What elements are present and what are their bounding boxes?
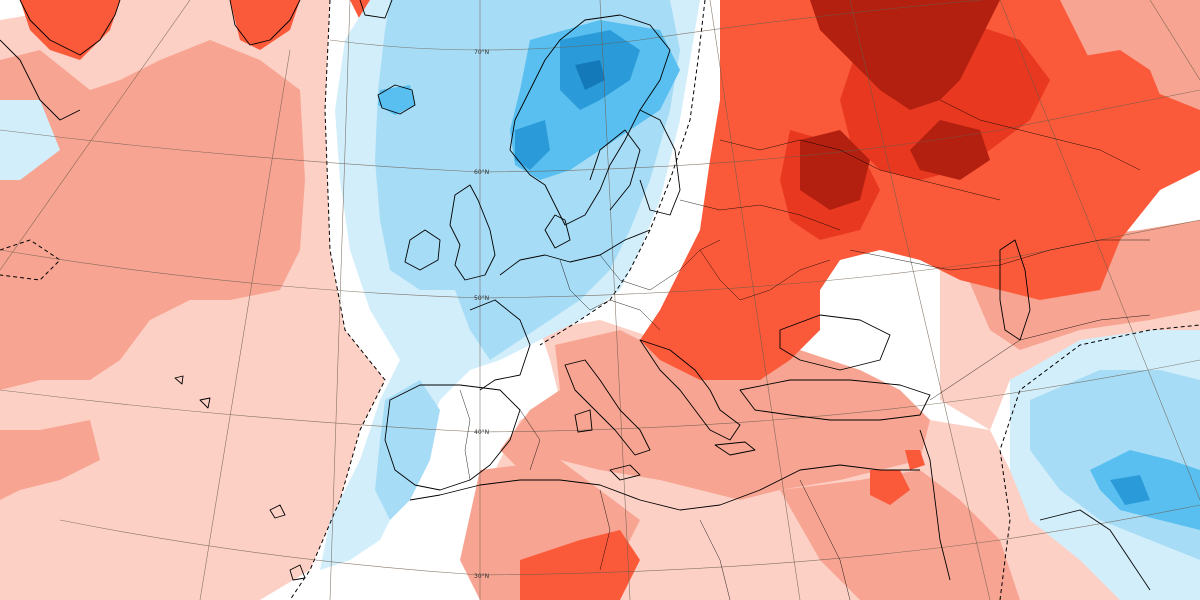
country-borders [459, 99, 1151, 600]
lat-label-40: 40°N [474, 429, 489, 436]
latitude-labels: 70°N 60°N 50°N 40°N 30°N [474, 49, 489, 580]
warm-anomaly-strong [20, 0, 1200, 600]
lat-label-70: 70°N [474, 49, 489, 56]
cool-anomaly-extreme [575, 60, 605, 90]
lat-label-60: 60°N [474, 169, 489, 176]
lat-label-30: 30°N [474, 573, 489, 580]
lat-label-50: 50°N [474, 295, 489, 302]
coastlines [0, 0, 1151, 591]
warm-anomaly-extreme [800, 0, 1000, 210]
